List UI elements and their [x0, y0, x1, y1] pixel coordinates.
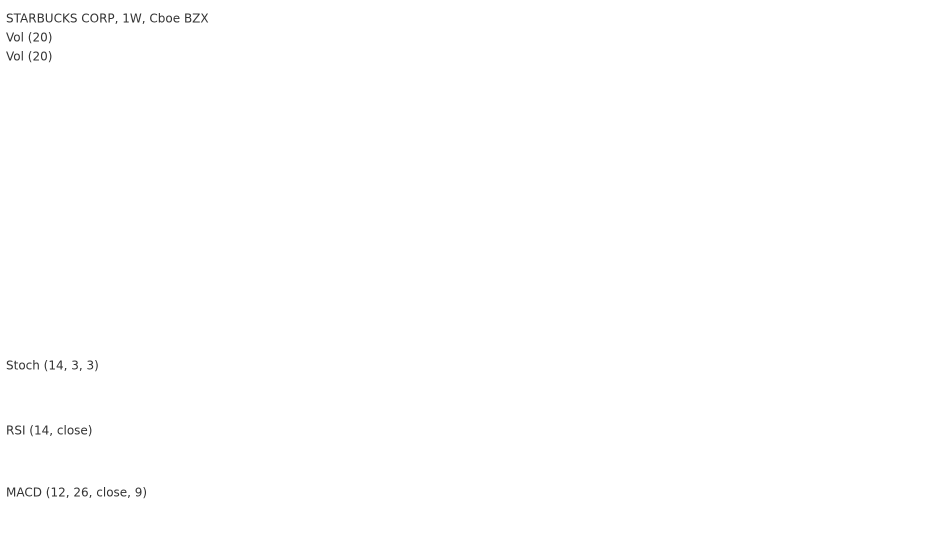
pane-title: RSI (14, close): [6, 424, 92, 438]
chart-title: STARBUCKS CORP, 1W, Cboe BZX: [6, 12, 209, 26]
pane-title: Stoch (14, 3, 3): [6, 359, 99, 373]
overlay-label: Vol (20): [6, 31, 52, 45]
labels: STARBUCKS CORP, 1W, Cboe BZX Vol (20) Vo…: [6, 12, 209, 500]
overlay-label: Vol (20): [6, 50, 52, 64]
pane-title: MACD (12, 26, close, 9): [6, 486, 147, 500]
